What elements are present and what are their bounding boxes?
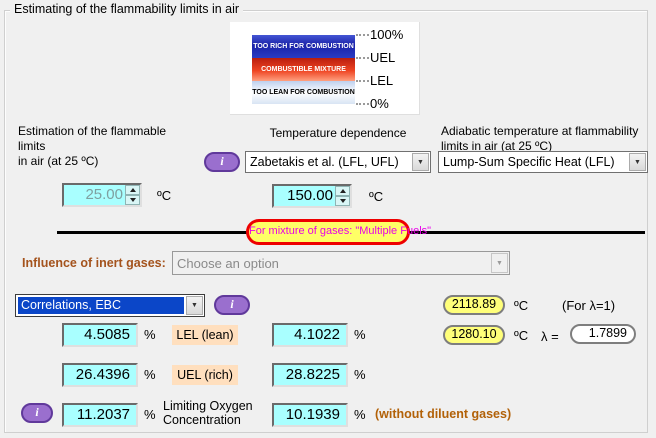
tick-label-100: 100% [370,27,404,42]
adiabatic-temp-badge: 1280.10 [443,325,505,345]
temperature-method-value: Zabetakis et al. (LFL, UFL) [250,155,399,169]
info-icon: i [35,405,39,419]
lambda-label: λ = [541,329,559,344]
inert-gases-label: Influence of inert gases: [22,256,166,270]
chevron-down-icon[interactable]: ▼ [629,153,646,171]
zone-combustible: COMBUSTIBLE MIXTURE [252,58,355,81]
flammability-diagram: TOO RICH FOR COMBUSTION COMBUSTIBLE MIXT… [230,22,420,115]
tick-label-lel: LEL [370,73,394,88]
zone-too-rich: TOO RICH FOR COMBUSTION [252,35,355,58]
percent-label: % [144,367,156,382]
lel-base-field[interactable]: 4.5085 [62,323,138,347]
adiabatic-temp-lambda1-unit: ºC [514,298,529,313]
adiabatic-temp-unit: ºC [514,328,529,343]
flammability-bar: TOO RICH FOR COMBUSTION COMBUSTIBLE MIXT… [252,35,355,104]
uel-tag: UEL (rich) [172,365,238,385]
percent-label: % [144,327,156,342]
percent-label: % [354,327,366,342]
uel-base-field[interactable]: 26.4396 [62,363,138,387]
inert-gases-select[interactable]: Choose an option ▼ [172,251,510,275]
spin-up-icon[interactable] [125,185,140,195]
estimation-header: Estimation of the flammable limits in ai… [18,124,167,168]
base-temperature-unit: ºC [157,188,172,203]
percent-label: % [354,407,366,422]
spin-down-icon[interactable] [335,196,350,206]
tick-line-lel [356,80,369,82]
tick-label-uel: UEL [370,50,396,65]
lel-temp-field[interactable]: 4.1022 [272,323,348,347]
chevron-down-icon[interactable]: ▼ [186,296,203,315]
lambda1-note: (For λ=1) [562,298,616,313]
group-box-title: Estimating of the flammability limits in… [10,2,244,16]
adiabatic-method-select[interactable]: Lump-Sum Specific Heat (LFL) ▼ [438,151,648,173]
info-button-loc[interactable]: i [21,403,53,423]
spin-up-icon[interactable] [335,186,350,196]
chevron-down-icon[interactable]: ▼ [412,153,429,171]
lambda-value-badge: 1.7899 [570,324,636,344]
group-box-border [4,10,648,433]
percent-label: % [144,407,156,422]
tick-label-0: 0% [370,96,389,111]
base-temperature-spinner[interactable]: 25.00 [62,183,142,207]
lel-tag: LEL (lean) [172,325,238,345]
percent-label: % [354,367,366,382]
base-temperature-value: 25.00 [85,186,123,203]
spin-down-icon[interactable] [125,195,140,205]
info-button-temperature[interactable]: i [204,152,240,172]
temperature-method-select[interactable]: Zabetakis et al. (LFL, UFL) ▼ [245,151,431,173]
target-temperature-unit: ºC [369,189,384,204]
info-icon: i [220,154,224,168]
zone-too-lean: TOO LEAN FOR COMBUSTION [252,81,355,104]
tick-line-0 [356,103,369,105]
loc-label: Limiting Oxygen Concentration [163,399,253,428]
target-temperature-value: 150.00 [287,187,333,204]
spinner-buttons[interactable] [125,185,140,205]
tick-line-uel [356,57,369,59]
adiabatic-method-value: Lump-Sum Specific Heat (LFL) [443,155,615,169]
loc-base-field[interactable]: 11.2037 [62,403,138,427]
correlations-select[interactable]: Correlations, EBC ▼ [15,294,205,317]
adiabatic-header: Adiabatic temperature at flammability li… [441,124,639,153]
chevron-down-icon: ▼ [491,253,508,273]
target-temperature-spinner[interactable]: 150.00 [272,184,352,208]
multiple-fuels-banner: For mixture of gases: "Multiple Fuels" [246,219,431,245]
uel-temp-field[interactable]: 28.8225 [272,363,348,387]
temperature-dependence-header: Temperature dependence [269,126,407,140]
correlations-value: Correlations, EBC [18,297,184,314]
inert-gases-placeholder: Choose an option [177,256,279,271]
info-icon: i [230,297,234,311]
info-button-correlations[interactable]: i [214,295,250,315]
tick-line-100 [356,34,369,36]
spinner-buttons[interactable] [335,186,350,206]
loc-note: (without diluent gases) [375,407,512,421]
loc-temp-field[interactable]: 10.1939 [272,403,348,427]
adiabatic-temp-lambda1-badge: 2118.89 [443,295,505,315]
